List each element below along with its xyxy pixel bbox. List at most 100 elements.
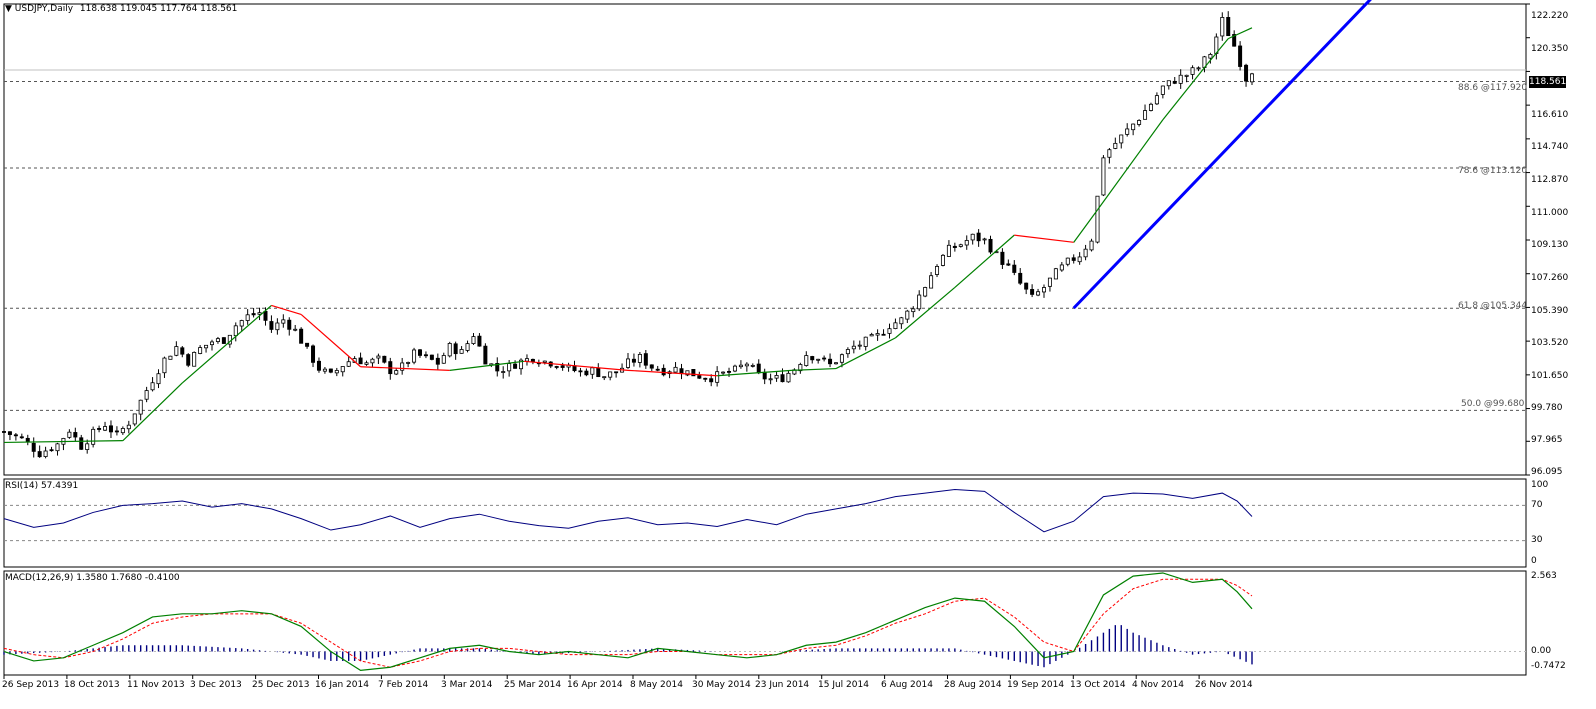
candle <box>91 426 96 448</box>
candle <box>19 433 24 439</box>
candle-body <box>1238 45 1243 67</box>
candle <box>911 306 916 318</box>
candle-body <box>845 349 850 355</box>
date-tick: 25 Mar 2014 <box>504 680 562 690</box>
candle <box>935 264 940 278</box>
candle <box>477 333 482 347</box>
candle-body <box>649 364 654 369</box>
chart-title: ▼ USDJPY,Daily 118.638 119.045 117.764 1… <box>5 4 237 14</box>
candle <box>1184 74 1189 83</box>
candle-body <box>643 353 648 366</box>
candle <box>108 420 113 439</box>
candle <box>519 358 524 375</box>
candle <box>1018 268 1023 286</box>
candle <box>1053 267 1058 280</box>
candle-body <box>1107 149 1112 158</box>
moving-average-segment <box>1206 38 1229 65</box>
candle <box>1006 259 1011 266</box>
candle-body <box>691 369 696 377</box>
candle-body <box>988 238 993 253</box>
candle-body <box>1065 257 1070 265</box>
candle <box>7 431 12 441</box>
candle <box>643 349 648 369</box>
date-tick: 26 Sep 2013 <box>2 680 60 690</box>
date-tick: 8 May 2014 <box>630 680 683 690</box>
candle <box>251 307 256 318</box>
candle <box>590 366 595 379</box>
candle-body <box>875 333 880 336</box>
moving-average-segment <box>1014 234 1074 243</box>
candle <box>287 317 292 336</box>
candle-body <box>1226 17 1231 37</box>
candle <box>905 309 910 324</box>
candle <box>1083 244 1088 261</box>
candle-body <box>19 436 24 439</box>
candle <box>156 369 161 389</box>
candle-body <box>768 378 773 381</box>
rsi-tick: 100 <box>1531 480 1549 490</box>
moving-average-segment <box>791 367 837 371</box>
fib-label-78: 78.6 @113.120 <box>1458 166 1528 176</box>
price-tick: 114.740 <box>1531 142 1569 152</box>
candle <box>679 363 684 380</box>
candle-body <box>340 366 345 373</box>
candle-body <box>192 351 197 367</box>
candle-body <box>1089 240 1094 251</box>
candle <box>982 237 987 245</box>
candle-body <box>1030 289 1035 295</box>
candle <box>126 420 131 434</box>
moving-average-segment <box>1162 63 1208 121</box>
candle <box>1214 33 1219 60</box>
candle-body <box>524 358 529 362</box>
moving-average-segment <box>300 314 361 368</box>
candle-body <box>602 376 607 379</box>
price-tick: 109.130 <box>1531 240 1569 250</box>
candle-body <box>162 357 167 374</box>
candle-body <box>477 335 482 347</box>
candle-body <box>382 355 387 363</box>
candle-body <box>774 375 779 379</box>
candle-body <box>1232 34 1237 47</box>
candle <box>340 366 345 377</box>
candle-body <box>899 317 904 325</box>
candle-body <box>608 371 613 378</box>
candle <box>673 362 678 373</box>
candle <box>602 376 607 381</box>
candle-body <box>114 430 119 433</box>
candle <box>1125 123 1130 137</box>
candle <box>1178 69 1183 89</box>
candle <box>221 337 226 344</box>
candle <box>435 353 440 371</box>
candle <box>1143 104 1148 120</box>
fib-label-61: 61.8 @105.344 <box>1458 301 1528 311</box>
candle <box>459 346 464 354</box>
candle <box>828 353 833 368</box>
candle <box>180 346 185 358</box>
date-tick: 6 Aug 2014 <box>881 680 933 690</box>
candle <box>1095 195 1100 244</box>
candle <box>1042 284 1047 298</box>
candle <box>578 367 583 377</box>
price-tick: 116.610 <box>1531 110 1569 120</box>
candle <box>198 345 203 355</box>
candle-body <box>305 342 310 347</box>
candle <box>667 370 672 379</box>
dropdown-triangle-icon[interactable]: ▼ <box>5 4 12 14</box>
candle-body <box>322 368 327 372</box>
candle-body <box>958 244 963 247</box>
candle <box>661 364 666 377</box>
candle <box>483 343 488 365</box>
candle-body <box>358 357 363 365</box>
candle-body <box>400 362 405 371</box>
candle <box>923 286 928 298</box>
candle-body <box>828 358 833 365</box>
candle-body <box>703 377 708 380</box>
candle-body <box>554 366 559 368</box>
candle-body <box>2 431 7 433</box>
candle <box>245 309 250 325</box>
candle <box>976 229 981 247</box>
candle-body <box>1077 256 1082 263</box>
price-tick: 105.390 <box>1531 306 1569 316</box>
candle-body <box>281 319 286 324</box>
